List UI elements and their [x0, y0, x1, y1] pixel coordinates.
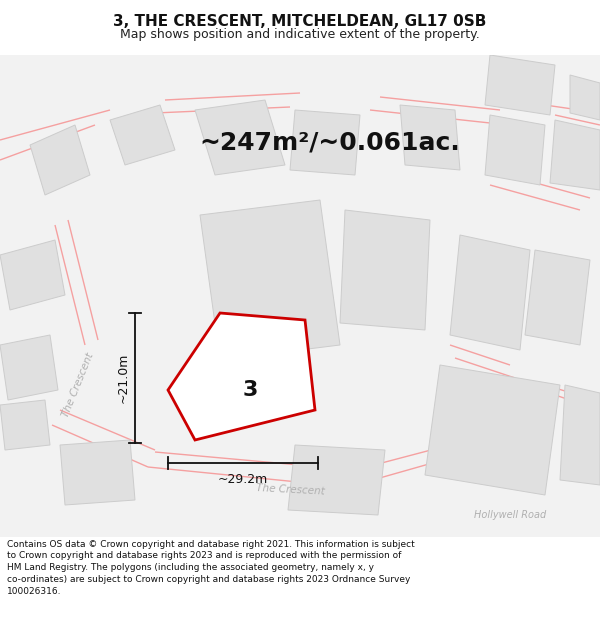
- Polygon shape: [525, 250, 590, 345]
- Text: 3, THE CRESCENT, MITCHELDEAN, GL17 0SB: 3, THE CRESCENT, MITCHELDEAN, GL17 0SB: [113, 14, 487, 29]
- Polygon shape: [288, 445, 385, 515]
- Polygon shape: [168, 313, 315, 440]
- Polygon shape: [290, 110, 360, 175]
- Polygon shape: [60, 440, 135, 505]
- Polygon shape: [340, 210, 430, 330]
- Polygon shape: [0, 335, 58, 400]
- Polygon shape: [570, 75, 600, 120]
- Text: 3: 3: [243, 379, 258, 399]
- Polygon shape: [195, 100, 285, 175]
- Text: ~247m²/~0.061ac.: ~247m²/~0.061ac.: [200, 131, 460, 155]
- Text: Hollywell Road: Hollywell Road: [474, 510, 546, 520]
- Polygon shape: [485, 55, 555, 115]
- Text: ~29.2m: ~29.2m: [218, 473, 268, 486]
- Polygon shape: [400, 105, 460, 170]
- Polygon shape: [450, 235, 530, 350]
- Text: Contains OS data © Crown copyright and database right 2021. This information is : Contains OS data © Crown copyright and d…: [7, 539, 415, 596]
- Text: ~21.0m: ~21.0m: [117, 352, 130, 403]
- Polygon shape: [200, 200, 340, 360]
- Text: The Crescent: The Crescent: [256, 483, 325, 497]
- Polygon shape: [560, 385, 600, 485]
- Text: The Crescent: The Crescent: [61, 351, 95, 419]
- Polygon shape: [550, 120, 600, 190]
- Polygon shape: [0, 400, 50, 450]
- Polygon shape: [0, 240, 65, 310]
- Polygon shape: [110, 105, 175, 165]
- Polygon shape: [30, 125, 90, 195]
- Polygon shape: [425, 365, 560, 495]
- Text: Map shows position and indicative extent of the property.: Map shows position and indicative extent…: [120, 28, 480, 41]
- Polygon shape: [485, 115, 545, 185]
